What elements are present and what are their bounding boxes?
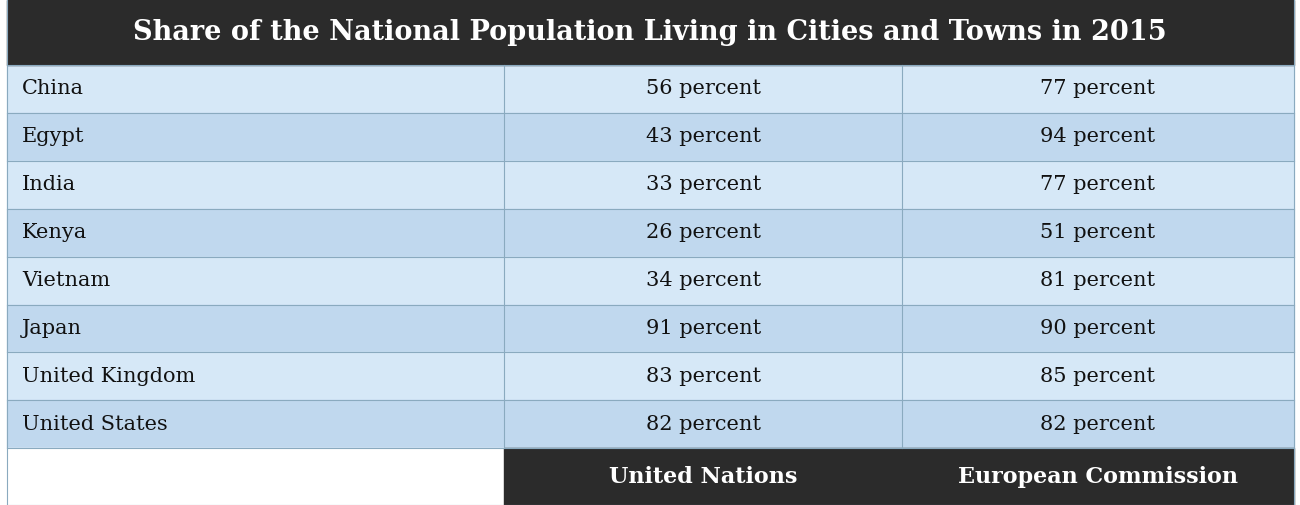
Text: 77 percent: 77 percent xyxy=(1040,79,1156,98)
Text: United States: United States xyxy=(22,415,168,434)
Text: 51 percent: 51 percent xyxy=(1040,223,1156,242)
Bar xyxy=(6,113,1294,161)
Text: 77 percent: 77 percent xyxy=(1040,175,1156,194)
Text: Kenya: Kenya xyxy=(22,223,87,242)
Bar xyxy=(6,161,1294,209)
Bar xyxy=(504,448,902,505)
Text: United Nations: United Nations xyxy=(610,466,797,488)
Bar xyxy=(6,352,1294,400)
Text: Japan: Japan xyxy=(22,319,82,338)
Text: 56 percent: 56 percent xyxy=(646,79,760,98)
Bar xyxy=(6,448,504,505)
Text: 85 percent: 85 percent xyxy=(1040,367,1156,386)
Bar xyxy=(6,209,1294,257)
Bar xyxy=(6,257,1294,305)
Text: 91 percent: 91 percent xyxy=(646,319,760,338)
Text: Egypt: Egypt xyxy=(22,127,84,146)
Text: 83 percent: 83 percent xyxy=(646,367,760,386)
Bar xyxy=(6,0,1294,65)
Bar xyxy=(6,65,1294,113)
Text: 82 percent: 82 percent xyxy=(1040,415,1156,434)
Text: 26 percent: 26 percent xyxy=(646,223,760,242)
Text: Share of the National Population Living in Cities and Towns in 2015: Share of the National Population Living … xyxy=(133,19,1167,46)
Text: European Commission: European Commission xyxy=(958,466,1238,488)
Text: 94 percent: 94 percent xyxy=(1040,127,1156,146)
Text: 82 percent: 82 percent xyxy=(646,415,760,434)
Bar xyxy=(6,305,1294,352)
Text: China: China xyxy=(22,79,84,98)
Text: India: India xyxy=(22,175,77,194)
Text: 33 percent: 33 percent xyxy=(646,175,760,194)
Text: United Kingdom: United Kingdom xyxy=(22,367,195,386)
Text: 81 percent: 81 percent xyxy=(1040,271,1156,290)
Text: 43 percent: 43 percent xyxy=(646,127,760,146)
Bar xyxy=(6,400,1294,448)
Bar xyxy=(902,448,1294,505)
Text: Vietnam: Vietnam xyxy=(22,271,110,290)
Text: 90 percent: 90 percent xyxy=(1040,319,1156,338)
Text: 34 percent: 34 percent xyxy=(646,271,760,290)
